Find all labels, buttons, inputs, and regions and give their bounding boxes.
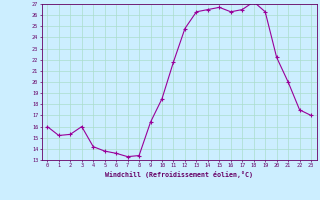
X-axis label: Windchill (Refroidissement éolien,°C): Windchill (Refroidissement éolien,°C) — [105, 171, 253, 178]
